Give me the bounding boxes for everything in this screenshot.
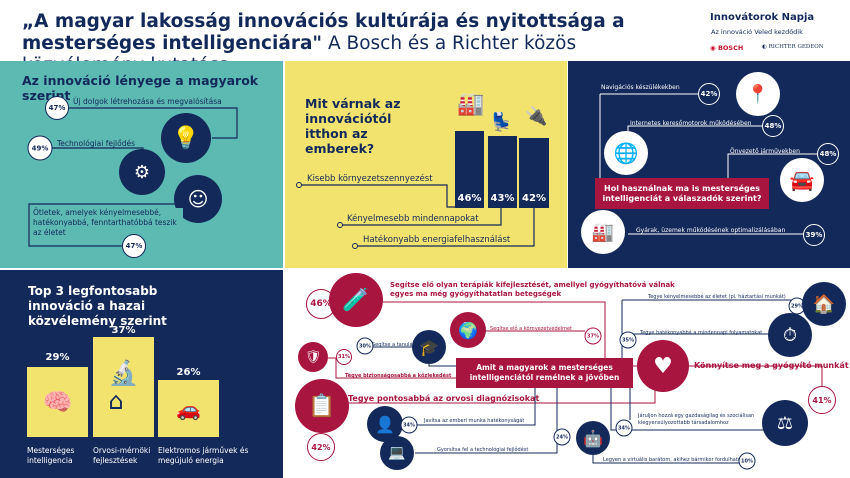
bosch-logo-text: BOSCH [717, 44, 744, 52]
question-box: Hol használnak ma is mesterséges intelli… [595, 178, 769, 209]
divider-teal [0, 61, 283, 64]
hopes-panel: 46% 🧪 Segítse elő olyan terápiák kifejle… [285, 270, 850, 478]
item-label: Ötletek, amelyek kényelmesebbé, hatékony… [33, 208, 183, 238]
pct-badge: 24% [553, 428, 571, 446]
item-label: Legyen a virtuális barátom, akihez bármi… [603, 457, 744, 463]
pct-badge: 31% [336, 349, 352, 365]
item-label: Technológiai fejlődés [57, 139, 136, 148]
item-label: Új dolgok létrehozása és megvalósítása [73, 97, 222, 106]
header: „A magyar lakosság innovációs kultúrája … [0, 0, 850, 76]
divider-yellow [285, 61, 567, 64]
item-label: Önvezető járművekben [730, 148, 800, 155]
pct-badge: 42% [307, 433, 335, 461]
section-title: Top 3 legfontosabb innováció a hazai köz… [28, 284, 167, 328]
heart-hand-icon: ♥ [637, 340, 689, 392]
item-label: Tegye kényelmesebbé az életet (pl. házta… [648, 294, 786, 300]
graduation-cap-icon: 🎓 [412, 330, 446, 364]
expectations-panel: Mit várnak az innovációtól itthon az emb… [285, 64, 567, 268]
armchair-icon: 💺 [490, 112, 513, 133]
richter-logo-text: Richter Gedeon [768, 44, 824, 50]
bar-energy: 42% [519, 138, 549, 208]
pct-badge: 34% [615, 419, 633, 437]
brand-name: Innovátorok Napja [710, 12, 815, 23]
scale-coins-icon: ⚖ [762, 400, 808, 446]
pct-badge: 37% [584, 327, 602, 345]
item-label: Kisebb környezetszennyezést [307, 174, 433, 184]
pct-badge: 35% [619, 331, 637, 349]
bar-value: 42% [522, 193, 546, 204]
item-label: Kényelmesebb mindennapokat [347, 214, 479, 224]
laptop-gear-icon: ⚙ [119, 149, 165, 195]
pct-badge: 34% [400, 416, 418, 434]
item-label: Segítse elő olyan terápiák kifejlesztésé… [390, 281, 675, 298]
bar-value: 43% [490, 193, 515, 204]
plug-leaf-icon: 🔌 [525, 106, 548, 127]
item-label: Javítsa az emberi munka hatékonyságát [424, 418, 525, 424]
ev-icon: 🚗 [158, 380, 219, 437]
item-label: Orvosi-mérnöki fejlesztések [93, 446, 151, 465]
ai-use-panel: Navigációs készülékekben 42% 📍 Internete… [568, 64, 850, 268]
house-icon: 🏠 [802, 282, 846, 326]
innovation-essence-panel: Az innováció lényege a magyarok szerint … [0, 64, 283, 268]
laptop-gear-icon: 💻 [380, 436, 414, 470]
bosch-logo: ◉ BOSCH [710, 44, 744, 52]
microscope-icon: 🔬 ⌂ [93, 337, 154, 437]
hopes-title-box: Amit a magyarok a mesterséges intelligen… [456, 358, 633, 388]
person-clock-icon: ⏱ [768, 313, 812, 357]
car-shield-icon: 🛡 [298, 342, 328, 372]
hopes-title: Amit a magyarok a mesterséges intelligen… [469, 363, 620, 382]
divider-navy [568, 61, 850, 64]
item-label: Mesterséges intelligencia [27, 446, 75, 465]
bar-value: 37% [111, 325, 136, 336]
robot-icon: 🤖 [576, 421, 610, 455]
pct-badge: 48% [762, 115, 784, 137]
pct-badge: 48% [817, 143, 839, 165]
item-label: Internetes keresőmotorok működésében [630, 120, 752, 127]
pct-badge: 42% [698, 83, 720, 105]
title-bold: „A magyar lakosság innovációs kultúrája … [22, 11, 625, 54]
section-title: Mit várnak az innovációtól itthon az emb… [305, 96, 401, 156]
route-icon: 📍 [736, 72, 780, 116]
pct-badge: 47% [45, 96, 69, 120]
factory-icon: 🏭 [457, 92, 485, 117]
pct-badge: 49% [27, 135, 53, 161]
ai-chip-icon: 🧠 [27, 367, 88, 437]
bar-comfort: 43% [488, 136, 517, 208]
item-label: Gyárak, üzemek működésének optimalizálás… [636, 227, 786, 234]
clipboard-icon: 📋 [295, 379, 349, 433]
pct-badge: 47% [122, 234, 146, 258]
item-label: Könnyítse meg a gyógyító munkát [694, 361, 849, 370]
question-title: Hol használnak ma is mesterséges intelli… [602, 183, 762, 203]
brand-tagline: Az innováció Veled kezdődik [711, 28, 803, 36]
earth-hands-icon: 🌍 [450, 312, 486, 348]
top3-panel: Top 3 legfontosabb innováció a hazai köz… [0, 270, 283, 478]
item-label: Tegye biztonságosabbá a közlekedést [345, 373, 452, 379]
bar-value: 29% [45, 352, 70, 363]
item-label: Gyorsítsa fel a technológiai fejlődést [437, 447, 529, 453]
pct-badge: 39% [803, 224, 825, 246]
bar-value: 46% [457, 193, 482, 204]
pct-badge: 30% [356, 337, 374, 355]
car-icon: 🚘 [780, 158, 824, 202]
item-label: Elektromos járművek és megújuló energia [158, 446, 249, 465]
item-label: Segítse elő a környezetvédelmet [490, 326, 573, 332]
pct-badge: 41% [808, 386, 836, 414]
item-label: Hatékonyabb energiafelhasználást [363, 235, 511, 245]
item-label: Tegye hatékonyabbá a mindennapi folyamat… [640, 330, 763, 336]
lightbulb-hands-icon: 💡 [161, 113, 211, 163]
item-label: Segítse a tanulást [372, 342, 418, 348]
richter-logo: ◐ Richter Gedeon [762, 44, 824, 50]
bar-pollution: 46% [455, 131, 484, 208]
item-label: Tegye pontosabbá az orvosi diagnózisokat [348, 394, 540, 403]
item-label: Járuljon hozzá egy gazdaságilag és szoci… [638, 413, 755, 426]
item-label: Navigációs készülékekben [601, 84, 680, 91]
factory-cycle-icon: 🏭 [581, 210, 625, 254]
bar-value: 26% [176, 367, 201, 378]
pct-badge: 10% [738, 452, 756, 470]
test-tube-virus-icon: 🧪 [329, 273, 383, 327]
globe-search-icon: 🌐 [604, 131, 648, 175]
